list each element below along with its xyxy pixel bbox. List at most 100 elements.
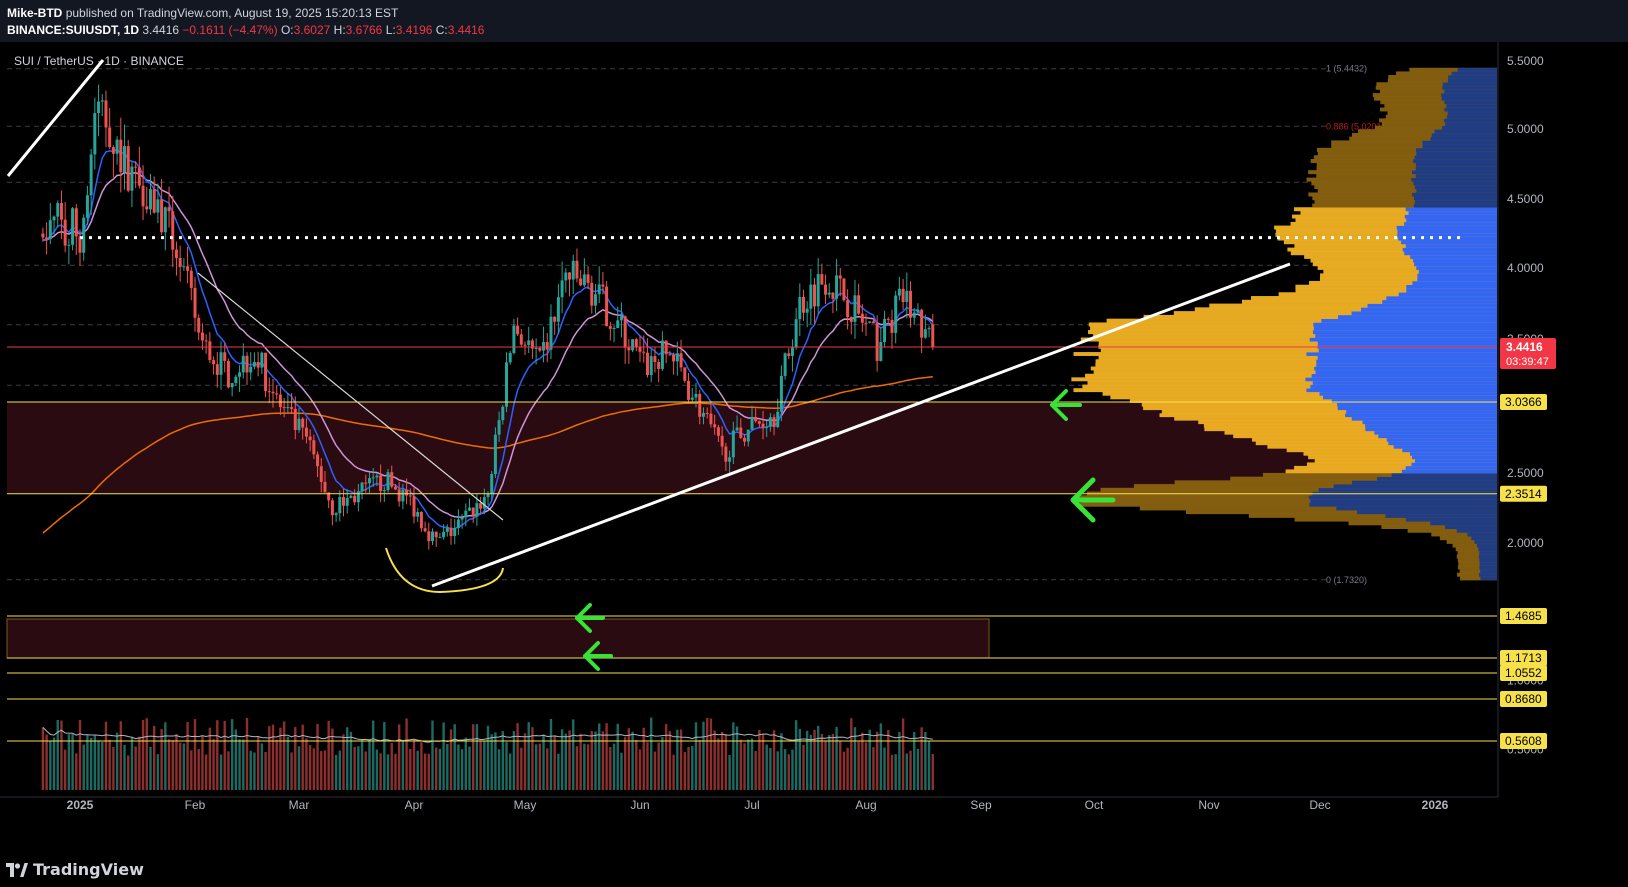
candle-body[interactable] bbox=[519, 334, 523, 345]
candle-body[interactable] bbox=[731, 430, 735, 458]
candle-body[interactable] bbox=[761, 423, 765, 428]
candle-body[interactable] bbox=[390, 472, 394, 487]
candle-body[interactable] bbox=[657, 362, 661, 369]
candle-body[interactable] bbox=[171, 211, 175, 250]
candle-body[interactable] bbox=[260, 352, 264, 368]
candle-body[interactable] bbox=[434, 531, 438, 538]
candle-body[interactable] bbox=[842, 278, 846, 301]
candle-body[interactable] bbox=[582, 274, 586, 286]
candle-body[interactable] bbox=[442, 531, 446, 538]
candle-body[interactable] bbox=[245, 355, 249, 373]
descending-trend-line[interactable] bbox=[197, 272, 504, 521]
candle-body[interactable] bbox=[787, 353, 791, 356]
candle-body[interactable] bbox=[879, 341, 883, 361]
candle-body[interactable] bbox=[827, 292, 831, 295]
candle-body[interactable] bbox=[527, 340, 531, 345]
candle-body[interactable] bbox=[916, 309, 920, 313]
candle-body[interactable] bbox=[653, 356, 657, 363]
candle-body[interactable] bbox=[416, 512, 420, 517]
candle-body[interactable] bbox=[612, 327, 616, 329]
candle-body[interactable] bbox=[234, 376, 238, 384]
candle-body[interactable] bbox=[883, 318, 887, 342]
candle-body[interactable] bbox=[831, 292, 835, 299]
candle-body[interactable] bbox=[419, 512, 423, 529]
candle-body[interactable] bbox=[479, 503, 483, 509]
candle-body[interactable] bbox=[152, 189, 156, 213]
candle-body[interactable] bbox=[616, 320, 620, 328]
candle-body[interactable] bbox=[597, 284, 601, 295]
candle-body[interactable] bbox=[894, 295, 898, 333]
candle-body[interactable] bbox=[545, 342, 549, 350]
candle-body[interactable] bbox=[642, 351, 646, 353]
candle-body[interactable] bbox=[267, 391, 271, 393]
candle-body[interactable] bbox=[104, 100, 108, 128]
candle-body[interactable] bbox=[316, 454, 320, 467]
candle-body[interactable] bbox=[757, 421, 761, 424]
candle-body[interactable] bbox=[464, 510, 468, 518]
candle-body[interactable] bbox=[493, 434, 497, 475]
candle-body[interactable] bbox=[226, 360, 230, 388]
candle-body[interactable] bbox=[393, 486, 397, 490]
candle-body[interactable] bbox=[805, 308, 809, 313]
candle-body[interactable] bbox=[931, 324, 935, 347]
candle-body[interactable] bbox=[290, 407, 294, 409]
candle-body[interactable] bbox=[772, 417, 776, 428]
candle-body[interactable] bbox=[890, 319, 894, 333]
candle-body[interactable] bbox=[401, 489, 405, 502]
candle-body[interactable] bbox=[530, 340, 534, 349]
candle-body[interactable] bbox=[471, 507, 475, 517]
candle-body[interactable] bbox=[431, 531, 434, 542]
candle-body[interactable] bbox=[516, 325, 520, 335]
candle-body[interactable] bbox=[338, 497, 342, 514]
candle-body[interactable] bbox=[875, 323, 879, 361]
candle-body[interactable] bbox=[212, 360, 216, 365]
candle-body[interactable] bbox=[141, 185, 145, 207]
candle-body[interactable] bbox=[330, 500, 334, 516]
candle-body[interactable] bbox=[813, 284, 817, 307]
candle-body[interactable] bbox=[575, 260, 579, 279]
candle-body[interactable] bbox=[48, 220, 52, 240]
candle-body[interactable] bbox=[683, 367, 687, 381]
candle-body[interactable] bbox=[200, 332, 204, 341]
candle-body[interactable] bbox=[897, 288, 901, 296]
candle-body[interactable] bbox=[45, 237, 49, 240]
candle-body[interactable] bbox=[126, 146, 130, 191]
candle-body[interactable] bbox=[41, 233, 45, 238]
candle-body[interactable] bbox=[371, 477, 375, 479]
candle-body[interactable] bbox=[353, 495, 357, 503]
candle-body[interactable] bbox=[720, 435, 724, 447]
candle-body[interactable] bbox=[645, 352, 649, 375]
candle-body[interactable] bbox=[660, 340, 664, 369]
candle-body[interactable] bbox=[868, 321, 872, 323]
candle-body[interactable] bbox=[468, 507, 471, 511]
candle-body[interactable] bbox=[675, 353, 679, 362]
candle-body[interactable] bbox=[838, 275, 842, 279]
candle-body[interactable] bbox=[590, 282, 594, 306]
candle-body[interactable] bbox=[701, 412, 705, 417]
ascending-trend-line[interactable] bbox=[431, 262, 1291, 588]
rally-trend-line[interactable] bbox=[6, 59, 105, 177]
candle-body[interactable] bbox=[59, 203, 63, 220]
candle-body[interactable] bbox=[505, 362, 508, 407]
candle-body[interactable] bbox=[312, 440, 316, 455]
candle-body[interactable] bbox=[282, 407, 286, 409]
candle-body[interactable] bbox=[909, 290, 913, 318]
candle-body[interactable] bbox=[779, 375, 783, 412]
price-chart[interactable]: 1 (5.4432) 0.886 (5.0201) 0 (1.7320) 5.500… bbox=[0, 42, 1628, 855]
candle-body[interactable] bbox=[497, 420, 501, 435]
candle-body[interactable] bbox=[438, 537, 442, 539]
candle-body[interactable] bbox=[849, 317, 853, 322]
candle-body[interactable] bbox=[297, 418, 301, 431]
candle-body[interactable] bbox=[278, 394, 282, 408]
candle-body[interactable] bbox=[52, 216, 56, 221]
candle-body[interactable] bbox=[160, 199, 164, 233]
candle-body[interactable] bbox=[601, 284, 605, 287]
candle-body[interactable] bbox=[798, 296, 802, 320]
candle-body[interactable] bbox=[672, 354, 676, 362]
candle-body[interactable] bbox=[475, 503, 479, 517]
candle-body[interactable] bbox=[679, 353, 683, 368]
candle-body[interactable] bbox=[568, 272, 572, 280]
candle-body[interactable] bbox=[241, 355, 245, 373]
candle-body[interactable] bbox=[238, 372, 242, 377]
candle-body[interactable] bbox=[743, 437, 747, 442]
